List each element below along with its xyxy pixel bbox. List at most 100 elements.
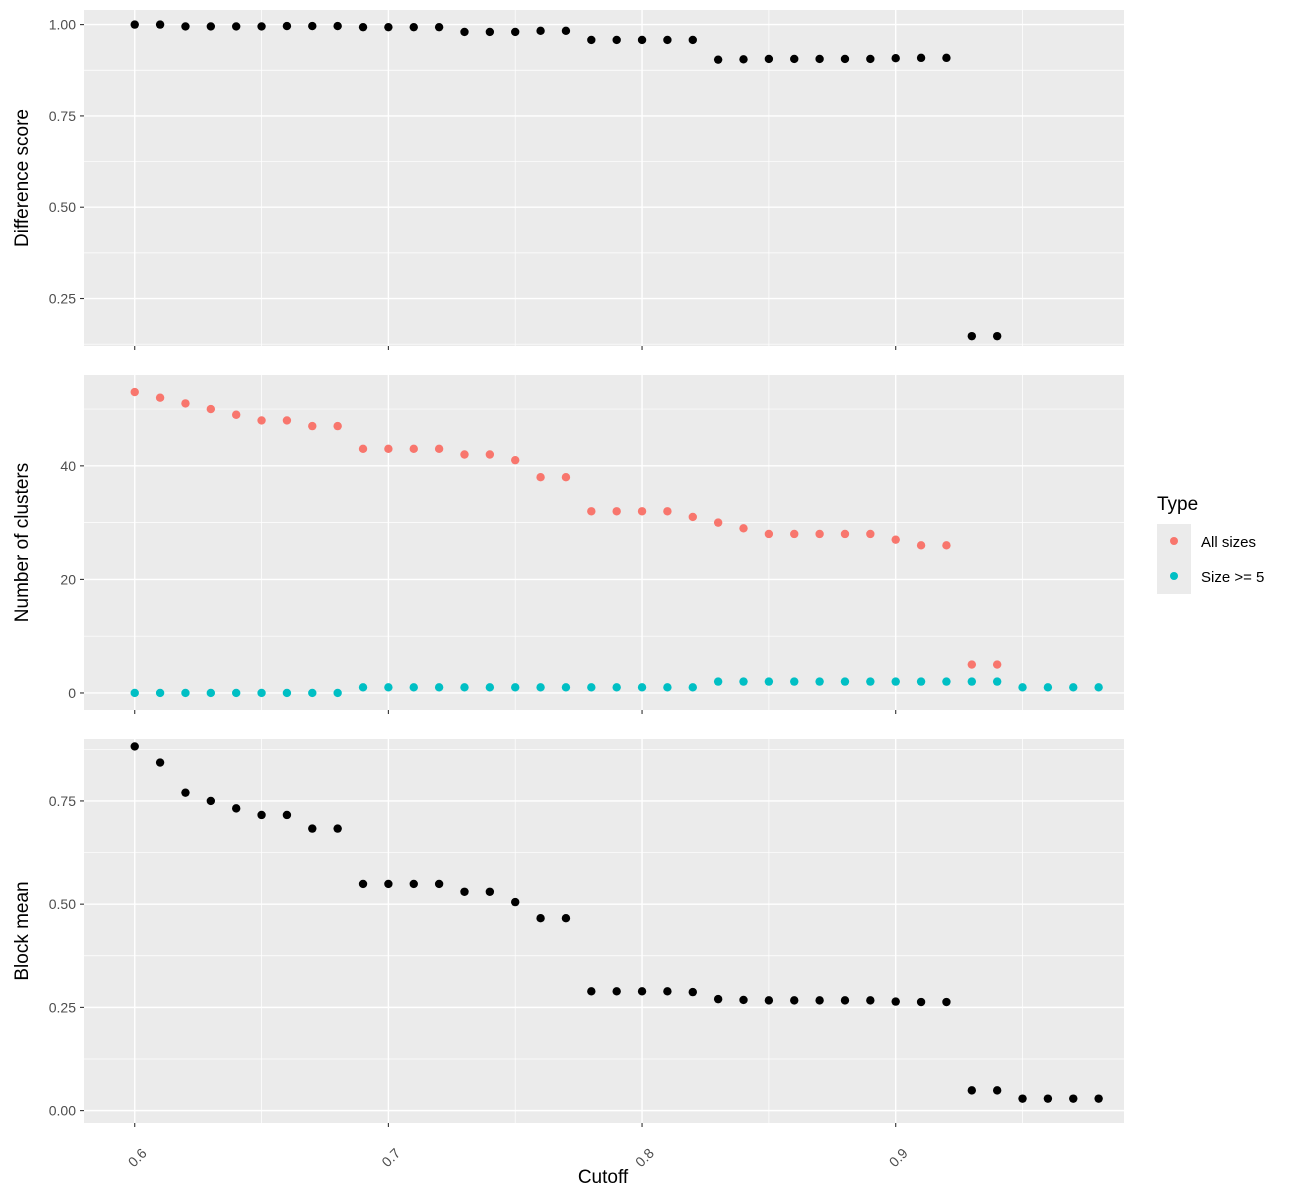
data-point: [612, 987, 621, 996]
y-axis-title: Block mean: [12, 881, 33, 980]
data-point: [891, 535, 900, 544]
data-point: [561, 914, 571, 923]
data-point: [257, 688, 266, 698]
panel-2: 0 20 40 Number of clusters: [12, 375, 1124, 714]
data-point: [485, 887, 495, 896]
data-point: [308, 824, 317, 833]
data-point: [511, 897, 520, 907]
data-point: [840, 54, 850, 64]
data-point: [637, 35, 647, 45]
data-point: [1069, 1094, 1078, 1103]
data-point: [637, 683, 647, 692]
data-point: [587, 987, 596, 996]
y-tick-label: 0.75: [49, 108, 76, 124]
data-point: [663, 987, 672, 996]
panel-1: 0.25 0.50 0.75 1.00 Difference score: [12, 10, 1124, 350]
data-point: [866, 54, 875, 64]
data-point: [231, 688, 241, 698]
data-point: [840, 996, 850, 1005]
data-point: [916, 53, 926, 63]
data-point: [282, 688, 292, 698]
data-point: [739, 677, 748, 686]
y-tick-label: 0: [68, 685, 76, 701]
data-point: [308, 21, 317, 31]
data-point: [967, 677, 977, 686]
data-point: [916, 997, 926, 1007]
data-point: [333, 421, 342, 431]
series-points: [130, 677, 1103, 698]
data-point: [282, 810, 292, 820]
data-point: [155, 688, 165, 698]
data-point: [282, 21, 292, 31]
data-point: [739, 995, 748, 1005]
data-point: [434, 22, 444, 32]
data-point: [1094, 683, 1103, 692]
data-point: [1094, 1094, 1103, 1103]
data-point: [612, 683, 621, 692]
data-point: [384, 879, 393, 889]
data-point: [434, 444, 444, 454]
data-point: [257, 22, 266, 31]
data-point: [181, 688, 190, 698]
data-point: [511, 27, 520, 37]
data-point: [1018, 1094, 1027, 1103]
data-point: [460, 27, 469, 37]
data-point: [536, 473, 545, 482]
data-point: [231, 410, 241, 419]
series-points: [130, 742, 1103, 1103]
legend-label-size-5: Size >= 5: [1201, 569, 1264, 586]
data-point: [992, 677, 1002, 686]
x-axis-title: Cutoff: [578, 1167, 629, 1188]
y-tick-label: 1.00: [49, 17, 76, 33]
data-point: [333, 824, 342, 833]
data-point: [358, 22, 368, 32]
data-point: [1043, 683, 1053, 692]
x-axis: 0.6 0.7 0.8 0.9: [125, 1145, 911, 1170]
panel-background: [84, 375, 1124, 710]
data-point: [485, 683, 495, 692]
data-point: [764, 529, 774, 539]
data-point: [790, 677, 799, 686]
data-point: [231, 804, 241, 813]
legend-key-background: [1157, 524, 1191, 594]
data-point: [840, 677, 850, 686]
data-point: [561, 26, 571, 36]
data-point: [942, 677, 951, 686]
y-tick-label: 0.25: [49, 291, 76, 307]
y-tick-label: 40: [60, 458, 76, 474]
data-point: [1069, 683, 1078, 692]
data-point: [916, 541, 926, 550]
data-point: [587, 507, 596, 516]
data-point: [460, 450, 469, 459]
x-tick-label: 0.6: [125, 1145, 150, 1170]
data-point: [815, 677, 824, 686]
data-point: [992, 660, 1002, 669]
data-point: [511, 455, 520, 465]
data-point: [206, 796, 216, 806]
data-point: [206, 404, 216, 414]
data-point: [764, 677, 774, 686]
data-point: [485, 27, 495, 37]
data-point: [409, 444, 418, 454]
data-point: [587, 35, 596, 45]
data-point: [155, 20, 165, 29]
data-point: [739, 524, 748, 533]
y-axis-title: Number of clusters: [12, 463, 33, 622]
legend-key-size-5: [1170, 572, 1178, 580]
panel-background: [84, 10, 1124, 346]
data-point: [561, 473, 571, 482]
data-point: [460, 887, 469, 896]
data-point: [1043, 1094, 1053, 1103]
data-point: [891, 54, 900, 63]
x-tick-label: 0.8: [632, 1145, 657, 1170]
data-point: [358, 879, 368, 889]
data-point: [206, 688, 216, 698]
y-tick-label: 0.50: [49, 896, 76, 912]
data-point: [891, 677, 900, 686]
data-point: [815, 529, 824, 539]
series-points: [130, 387, 1002, 669]
y-tick-label: 20: [60, 571, 76, 587]
data-point: [992, 331, 1002, 341]
data-point: [992, 1086, 1002, 1095]
data-point: [764, 54, 774, 64]
